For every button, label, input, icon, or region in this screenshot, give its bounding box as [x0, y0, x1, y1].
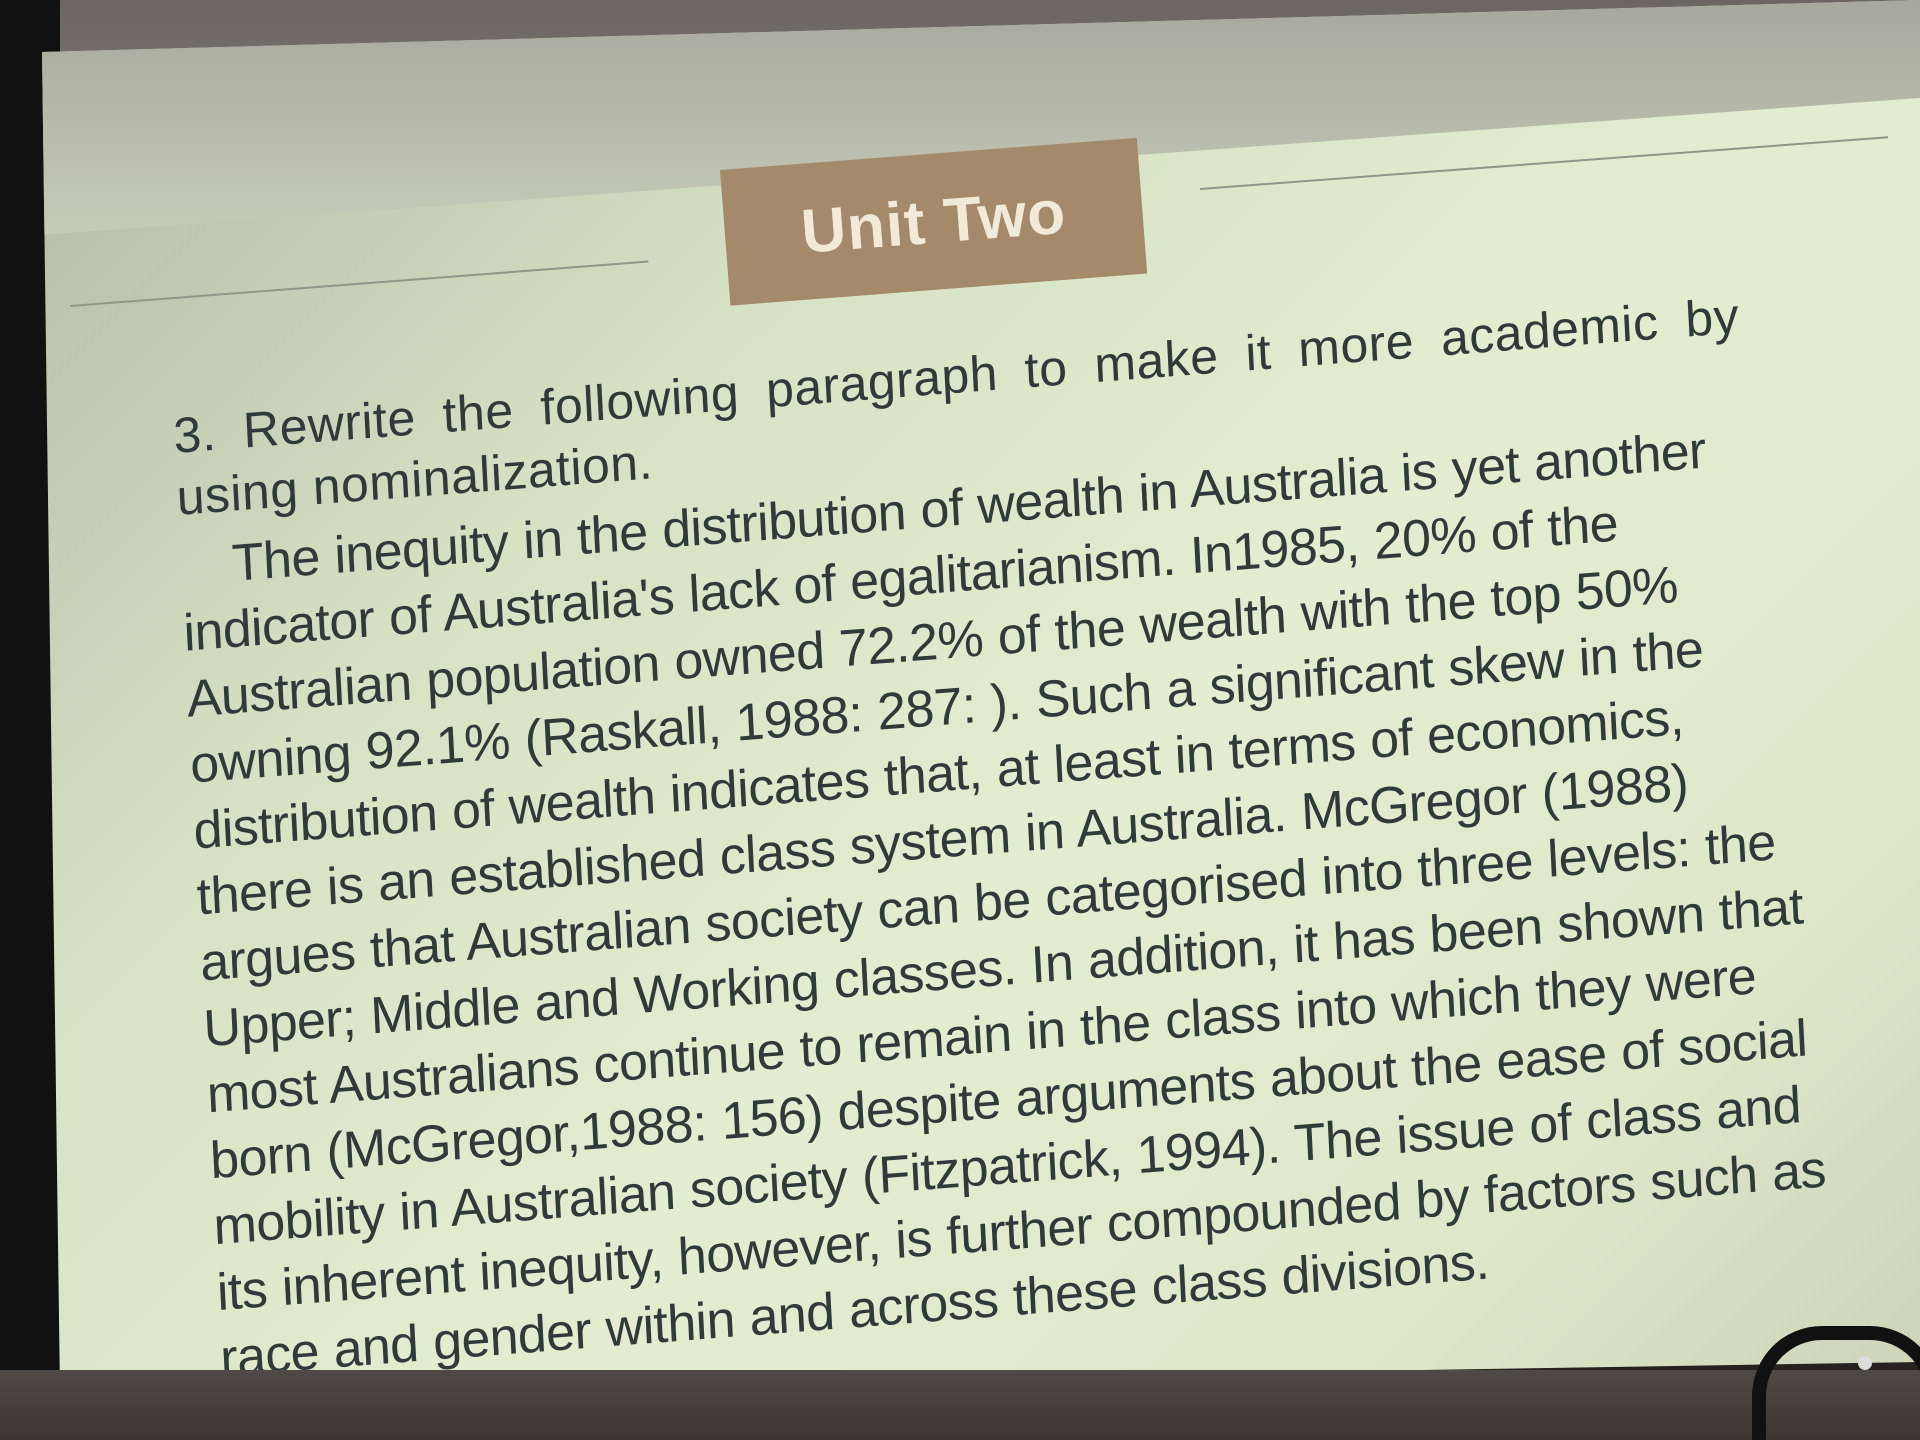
device-light	[1858, 1356, 1872, 1370]
projector-screen	[42, 0, 1920, 1392]
slide-content: 3. Rewrite the following paragraph to ma…	[172, 279, 1857, 1392]
exercise-paragraph: The inequity in the distribution of weal…	[182, 421, 1828, 1389]
slide-title: Unit Two	[798, 177, 1069, 267]
screen-bottom-edge	[0, 1370, 1920, 1440]
headphones-object	[1752, 1326, 1920, 1440]
